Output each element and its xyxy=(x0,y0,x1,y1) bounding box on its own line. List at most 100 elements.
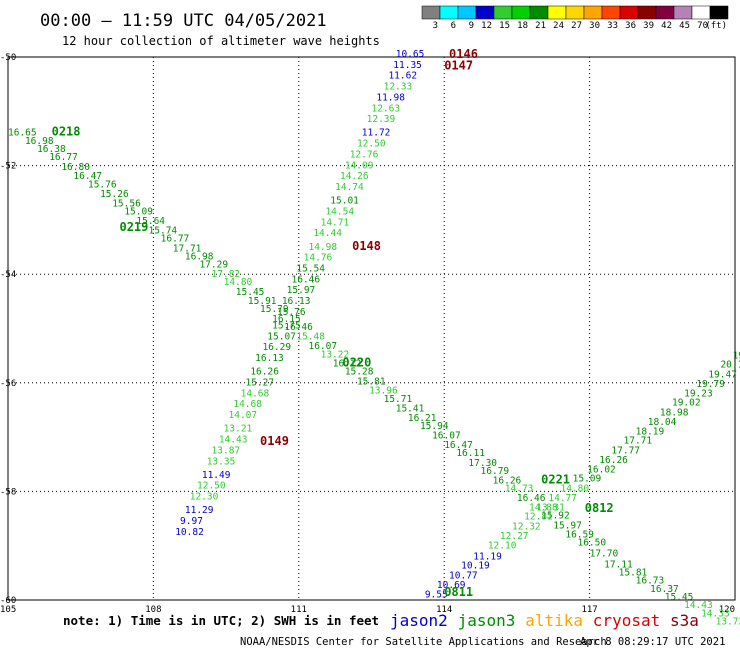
colorbar-swatch xyxy=(691,5,711,20)
y-tick-label: -54 xyxy=(0,270,16,280)
wave-height-label: 14.71 xyxy=(321,217,350,228)
wave-height-label: 12.27 xyxy=(500,531,529,542)
wave-height-label: 19.47 xyxy=(708,369,737,380)
wave-height-label: 14.88 xyxy=(529,502,558,513)
satellite-s3a: s3a xyxy=(670,611,699,630)
wave-height-label: 16.80 xyxy=(61,162,90,173)
wave-height-label: 10.65 xyxy=(396,49,425,60)
wave-height-label: 10.77 xyxy=(449,570,478,581)
wave-height-label: 16.02 xyxy=(587,464,616,475)
x-tick-label: 105 xyxy=(0,605,16,615)
wave-height-label: 14.33 xyxy=(701,608,730,619)
colorbar-label: 6 xyxy=(451,21,456,31)
chart-subtitle: 12 hour collection of altimeter wave hei… xyxy=(62,34,380,48)
wave-height-label: 16.37 xyxy=(650,584,679,595)
wave-height-label: 14.68 xyxy=(233,399,262,410)
colorbar-label: 42 xyxy=(661,21,672,31)
wave-height-label: 13.35 xyxy=(207,456,236,467)
wave-height-label: 16.29 xyxy=(262,342,291,353)
wave-height-label: 15.54 xyxy=(296,263,325,274)
colorbar-label: 27 xyxy=(571,21,582,31)
wave-height-label: 18.19 xyxy=(636,426,665,437)
wave-height-label: 13.22 xyxy=(321,349,350,360)
wave-height-label: 16.26 xyxy=(493,475,522,486)
wave-height-label: 12.10 xyxy=(488,540,517,551)
colorbar-label: 24 xyxy=(553,21,564,31)
wave-height-label: 15.28 xyxy=(345,367,374,378)
wave-height-label: 17.29 xyxy=(199,260,228,271)
wave-height-label: 15.76 xyxy=(88,179,117,190)
wave-height-label: 10.19 xyxy=(461,561,490,572)
pass-label: 0146 xyxy=(449,47,478,61)
wave-height-label: 16.47 xyxy=(444,440,473,451)
credit-line: NOAA/NESDIS Center for Satellite Applica… xyxy=(240,636,607,648)
wave-height-label: 16.11 xyxy=(456,448,485,459)
satellite-cryosat: cryosat xyxy=(593,611,660,630)
wave-height-label: 16.38 xyxy=(37,144,66,155)
wave-height-label: 16.59 xyxy=(565,530,594,541)
wave-height-label: 12.50 xyxy=(197,481,226,492)
wave-height-label: 9.55 xyxy=(425,589,448,600)
x-tick-label: 108 xyxy=(145,605,161,615)
colorbar-label: 33 xyxy=(607,21,618,31)
wave-height-label: 11.19 xyxy=(473,551,502,562)
wave-height-label: 18.98 xyxy=(660,407,689,418)
colorbar-swatch xyxy=(493,5,513,20)
pass-label: 0148 xyxy=(352,239,381,253)
colorbar-legend: 3 6 9 12 15 18 21 24 27 30 33 36 39 42 45 70(ft) xyxy=(421,5,729,31)
wave-height-label: 15.26 xyxy=(100,189,129,200)
colorbar-label: 36 xyxy=(625,21,636,31)
wave-height-label: 15.91 xyxy=(248,296,277,307)
y-tick-label: -56 xyxy=(0,379,16,389)
satellite-tracks: 16.6516.9816.3816.7716.8016.4715.7615.26… xyxy=(8,49,740,627)
wave-height-label: 11.49 xyxy=(202,470,231,481)
wave-height-label: 14.80 xyxy=(561,483,590,494)
x-tick-label: 114 xyxy=(436,605,452,615)
wave-height-label: 15.81 xyxy=(357,376,386,387)
wave-height-label: 16.46 xyxy=(284,322,313,333)
colorbar-swatch xyxy=(655,5,675,20)
colorbar-swatch xyxy=(511,5,531,20)
colorbar-swatch xyxy=(619,5,639,20)
wave-height-label: 16.98 xyxy=(25,136,54,147)
wave-height-label: 14.76 xyxy=(304,253,333,264)
axis-ticks: 105 108 111 114 117 120 -50 -52 -54 -56 -58 -60 xyxy=(0,53,735,615)
wave-height-label: 16.73 xyxy=(636,576,665,587)
colorbar-label: 21 xyxy=(535,21,546,31)
wave-height-label: 19.02 xyxy=(672,398,701,409)
colorbar-label: 18 xyxy=(517,21,528,31)
colorbar-label: 70 xyxy=(697,21,708,31)
x-tick-label: 117 xyxy=(581,605,597,615)
wave-height-label: 16.12 xyxy=(333,359,362,370)
colorbar-label: 15 xyxy=(499,21,510,31)
wave-height-label: 16.26 xyxy=(599,455,628,466)
wave-height-label: 15.56 xyxy=(112,198,141,209)
track-jason3-desc-0218: 16.6516.9816.3816.7716.8016.4715.7615.26… xyxy=(8,128,740,628)
pass-label: 0811 xyxy=(444,585,473,599)
wave-height-label: 16.47 xyxy=(73,171,102,182)
wave-height-label: 14.74 xyxy=(335,182,364,193)
colorbar-label: 30 xyxy=(589,21,600,31)
wave-height-label: 17.82 xyxy=(212,269,241,280)
wave-height-label: 15.97 xyxy=(553,520,582,531)
wave-height-label: 16.07 xyxy=(432,431,461,442)
wave-height-label: 15.94 xyxy=(420,421,449,432)
wave-height-label: 12.33 xyxy=(384,82,413,93)
wave-height-label: 14.44 xyxy=(313,228,342,239)
x-tick-label: 111 xyxy=(291,605,307,615)
wave-height-label: 15.75 xyxy=(272,321,301,332)
wave-height-label: 15.79 xyxy=(260,304,289,315)
wave-height-label: 17.77 xyxy=(611,445,640,456)
wave-height-label: 16.98 xyxy=(185,252,214,263)
colorbar-swatch xyxy=(421,5,441,20)
y-tick-label: -50 xyxy=(0,53,16,63)
satellite-altika: altika xyxy=(525,611,583,630)
wave-height-label: 14.98 xyxy=(308,242,337,253)
wave-height-label: 15.74 xyxy=(149,225,178,236)
wave-height-label: 15.48 xyxy=(296,331,325,342)
gridlines xyxy=(8,57,735,600)
colorbar-swatch xyxy=(529,5,549,20)
colorbar-swatch xyxy=(457,5,477,20)
colorbar-swatch xyxy=(475,5,495,20)
